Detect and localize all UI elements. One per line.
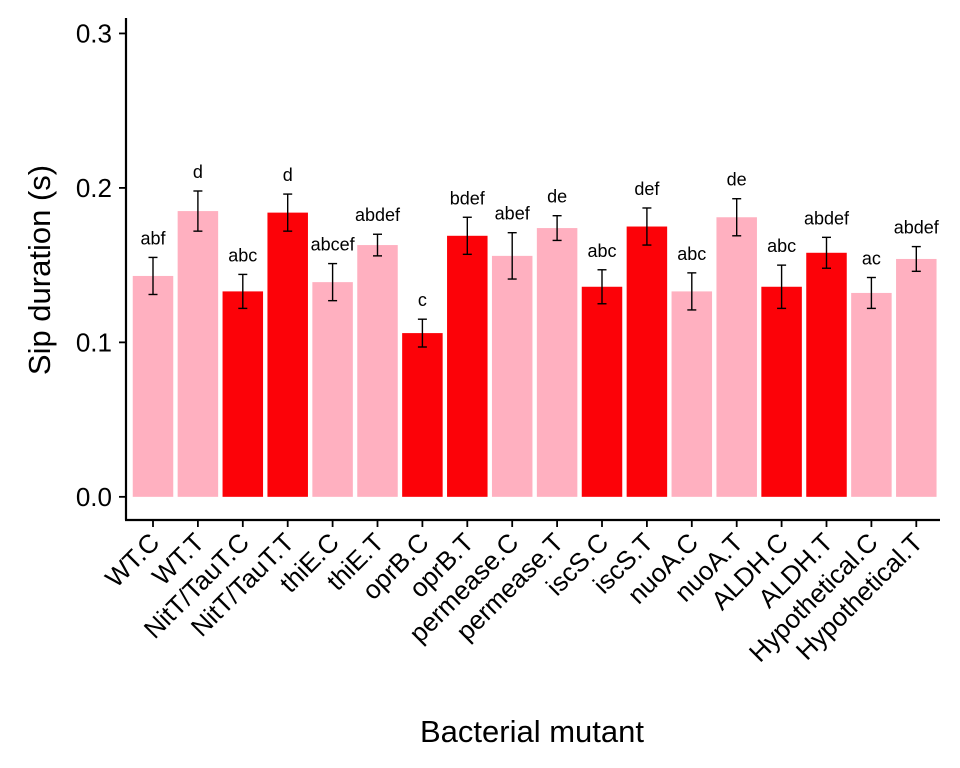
significance-label: abc — [677, 244, 706, 264]
significance-label: d — [283, 165, 293, 185]
error-bar — [148, 256, 158, 296]
y-axis-title: Sip duration (s) — [22, 165, 57, 375]
significance-label: abdef — [355, 205, 401, 225]
significance-label: de — [547, 187, 567, 207]
bars-layer — [132, 211, 937, 497]
bar-wt-c — [132, 275, 174, 497]
error-bar — [866, 276, 876, 310]
y-axis: 0.0 0.1 0.2 0.3 — [76, 18, 128, 520]
bar-oprb-t — [447, 235, 488, 497]
significance-label: abf — [140, 228, 166, 248]
y-tick-label: 0.1 — [76, 327, 112, 357]
bar-hypothetical-c — [851, 292, 892, 497]
error-bar — [777, 264, 787, 310]
error-bar — [732, 198, 742, 237]
error-bar — [822, 236, 831, 269]
error-bar — [597, 269, 607, 305]
bar-oprb-c — [402, 333, 443, 497]
bar-iscs-c — [581, 286, 623, 497]
bar-permease-c — [491, 255, 533, 497]
error-bar — [552, 215, 562, 242]
significance-label: abef — [495, 204, 531, 224]
significance-label: abdef — [894, 218, 940, 238]
bar-aldh-t — [806, 252, 847, 497]
error-bar — [507, 232, 517, 280]
bar-thie-t — [357, 245, 398, 497]
error-bar — [687, 272, 697, 311]
bar-thie-c — [312, 282, 353, 497]
error-bar — [328, 262, 338, 302]
bar-wt-t — [177, 211, 219, 497]
y-tick-label: 0.0 — [76, 482, 112, 512]
significance-label: d — [193, 162, 203, 182]
error-bar — [462, 216, 472, 256]
significance-label: abcef — [311, 235, 356, 255]
error-bar — [417, 318, 427, 348]
significance-label: de — [727, 170, 747, 190]
bar-nuoa-t — [716, 217, 757, 497]
error-bar — [193, 190, 203, 232]
error-bar — [373, 233, 382, 257]
y-tick-label: 0.2 — [76, 173, 112, 203]
significance-label: def — [634, 179, 660, 199]
bar-aldh-c — [761, 286, 802, 497]
significance-label: abdef — [804, 208, 850, 228]
significance-label: abc — [767, 236, 796, 256]
error-bar — [238, 273, 248, 310]
significance-label: bdef — [450, 188, 486, 208]
significance-labels-layer: abfdabcdabcefabdefcbdefabefdeabcdefabcde… — [140, 162, 939, 310]
significance-label: abc — [228, 245, 257, 265]
y-tick-label: 0.3 — [76, 18, 112, 48]
bar-nuoa-c — [671, 291, 713, 497]
bar-permease-t — [536, 228, 578, 497]
bar-iscs-t — [626, 226, 668, 497]
error-bars-layer — [148, 190, 921, 348]
bar-hypothetical-t — [896, 258, 937, 497]
error-bar — [911, 245, 921, 273]
significance-label: ac — [862, 248, 881, 268]
x-axis: WT.CWT.TNitT/TauT.CNitT/TauT.TthiE.CthiE… — [99, 518, 940, 668]
significance-label: c — [418, 290, 427, 310]
bar-nitt-taut-c — [222, 291, 264, 497]
significance-label: abc — [587, 241, 616, 261]
error-bar — [283, 193, 293, 232]
x-axis-title: Bacterial mutant — [420, 714, 644, 749]
error-bar — [642, 207, 652, 246]
bar-nitt-taut-t — [267, 212, 308, 497]
